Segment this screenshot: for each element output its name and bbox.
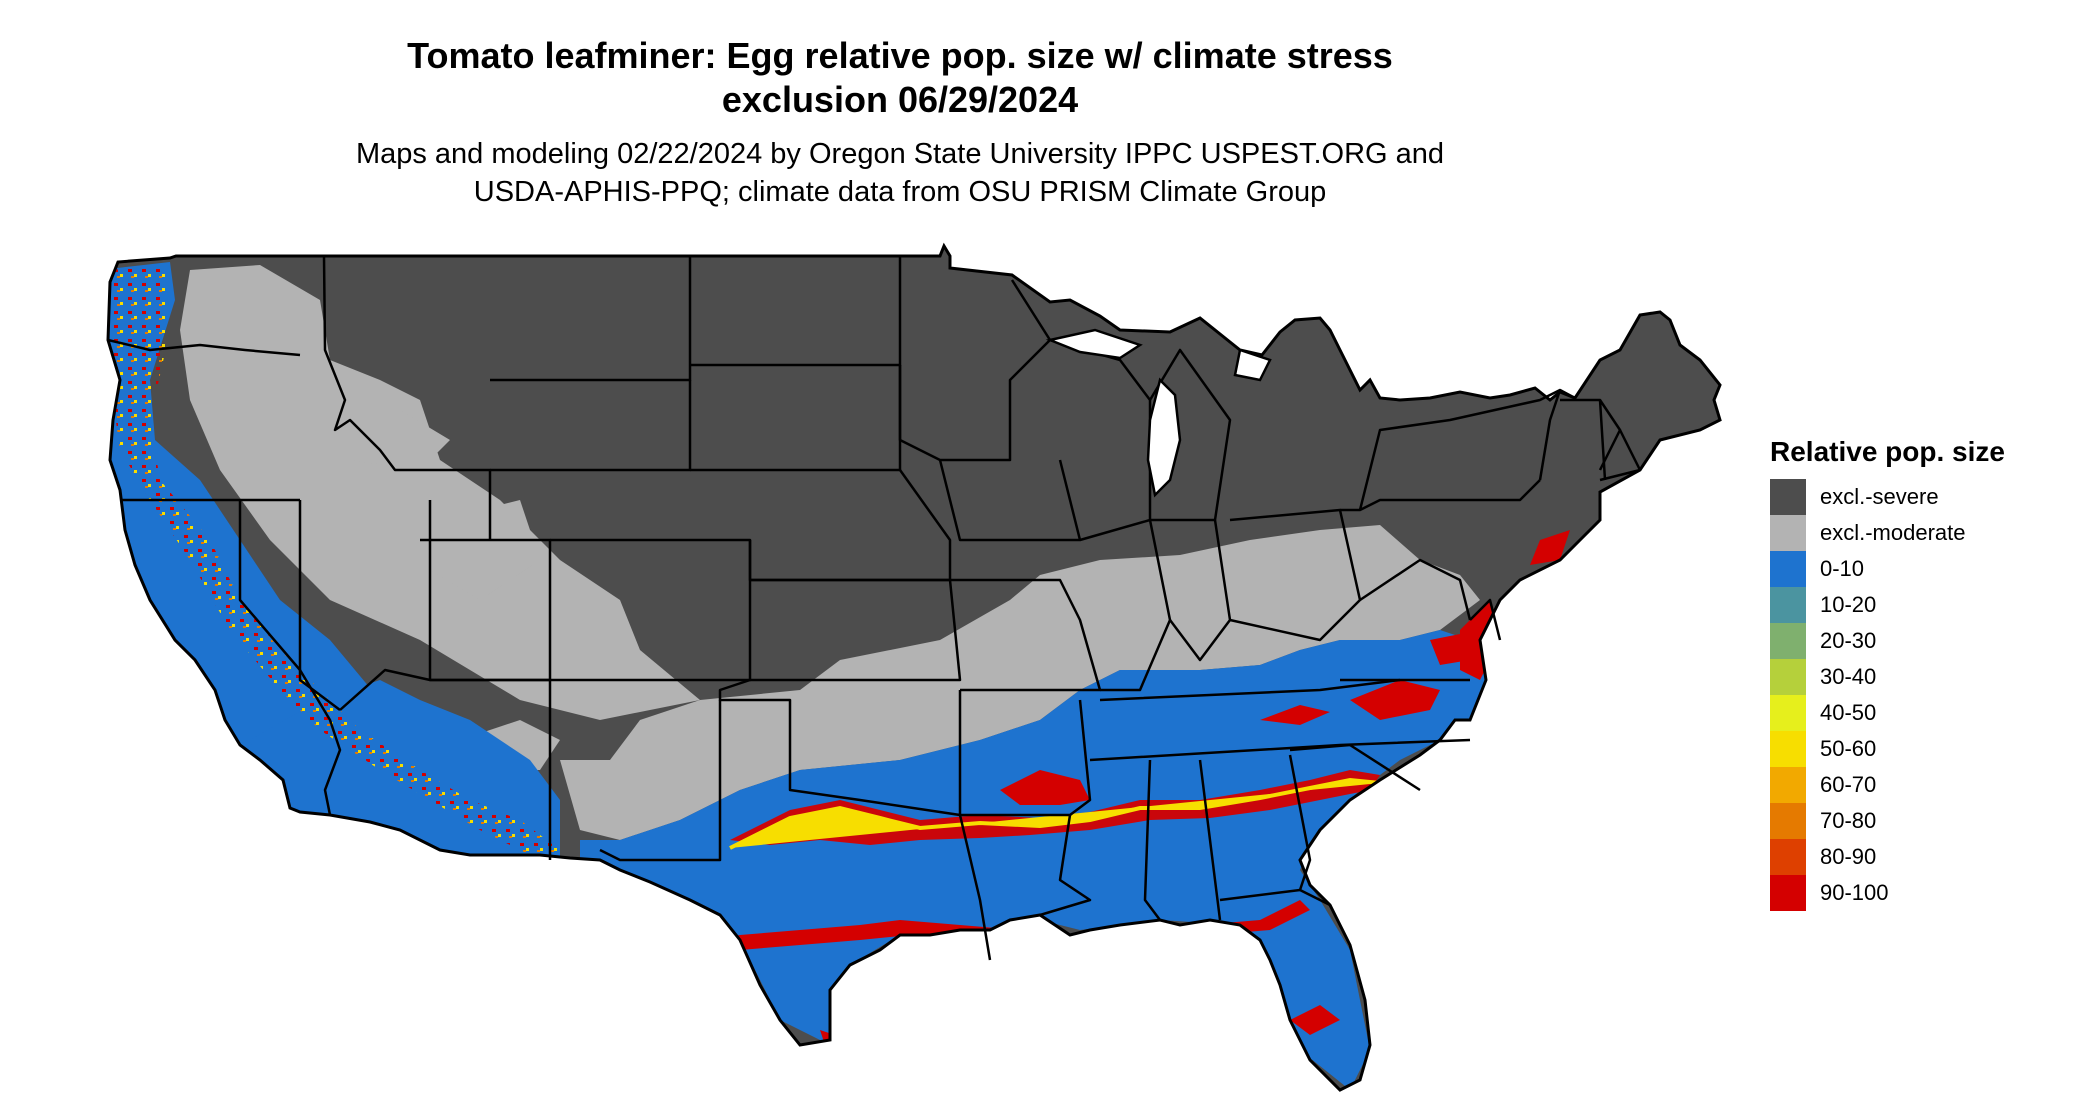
gulf-coast-band (820, 1030, 870, 1055)
legend-swatch (1770, 479, 1806, 515)
legend-swatch (1770, 551, 1806, 587)
legend-item: 10-20 (1770, 587, 2005, 623)
legend-label: 0-10 (1820, 556, 1865, 581)
legend-item: 30-40 (1770, 659, 2005, 695)
west-moderate-region (180, 265, 700, 720)
legend-rows: excl.-severe excl.-moderate 0-10 10-20 20-30… (1770, 479, 2005, 911)
map-subtitle-line-2: USDA-APHIS-PPQ; climate data from OSU PR… (473, 176, 1327, 208)
legend-swatch (1770, 767, 1806, 803)
legend-label: 40-50 (1820, 700, 1877, 725)
legend-swatch (1770, 839, 1806, 875)
legend-label: 30-40 (1820, 664, 1877, 689)
legend-label: 70-80 (1820, 808, 1877, 833)
west-moderate-region (430, 500, 540, 600)
legend-item: 0-10 (1770, 551, 2005, 587)
legend-item: 80-90 (1770, 839, 2005, 875)
legend-label: excl.-severe (1820, 484, 1939, 509)
legend-item: 40-50 (1770, 695, 2005, 731)
high-population-band (729, 777, 1381, 850)
legend-label: 10-20 (1820, 592, 1877, 617)
west-coast-speckle (110, 265, 560, 860)
legend-swatch (1770, 515, 1806, 551)
legend-item: excl.-severe (1770, 479, 2005, 515)
high-population-band (1350, 680, 1440, 720)
legend-swatch (1770, 695, 1806, 731)
high-population-band (1000, 770, 1090, 805)
northeast-coast-band (1530, 530, 1570, 565)
legend-item: excl.-moderate (1770, 515, 2005, 551)
gulf-coast-band (1290, 1005, 1340, 1035)
legend-swatch (1770, 875, 1806, 911)
legend-label: 60-70 (1820, 772, 1877, 797)
legend-item: 60-70 (1770, 767, 2005, 803)
legend-swatch (1770, 659, 1806, 695)
southeast-low-region (580, 630, 1490, 1090)
map-title-line-2: exclusion 06/29/2024 (721, 79, 1079, 120)
legend-label: excl.-moderate (1820, 520, 1966, 545)
legend-item: 20-30 (1770, 623, 2005, 659)
legend-item: 90-100 (1770, 875, 2005, 911)
high-population-band (1260, 705, 1330, 725)
legend-item: 50-60 (1770, 731, 2005, 767)
legend-label: 80-90 (1820, 844, 1877, 869)
legend-swatch (1770, 803, 1806, 839)
legend-swatch (1770, 731, 1806, 767)
legend-title: Relative pop. size (1770, 436, 2005, 467)
great-lakes (1045, 328, 1272, 498)
legend-swatch (1770, 623, 1806, 659)
legend-item: 70-80 (1770, 803, 2005, 839)
map-title-line-1: Tomato leafminer: Egg relative pop. size… (407, 35, 1393, 76)
legend-label: 20-30 (1820, 628, 1877, 653)
legend-label: 50-60 (1820, 736, 1877, 761)
legend-swatch (1770, 587, 1806, 623)
west-moderate-region (320, 410, 450, 470)
map-subtitle-line-1: Maps and modeling 02/22/2024 by Oregon S… (355, 138, 1445, 170)
map-legend: Relative pop. size excl.-severe excl.-mod… (1770, 435, 2005, 911)
legend-label: 90-100 (1820, 880, 1889, 905)
